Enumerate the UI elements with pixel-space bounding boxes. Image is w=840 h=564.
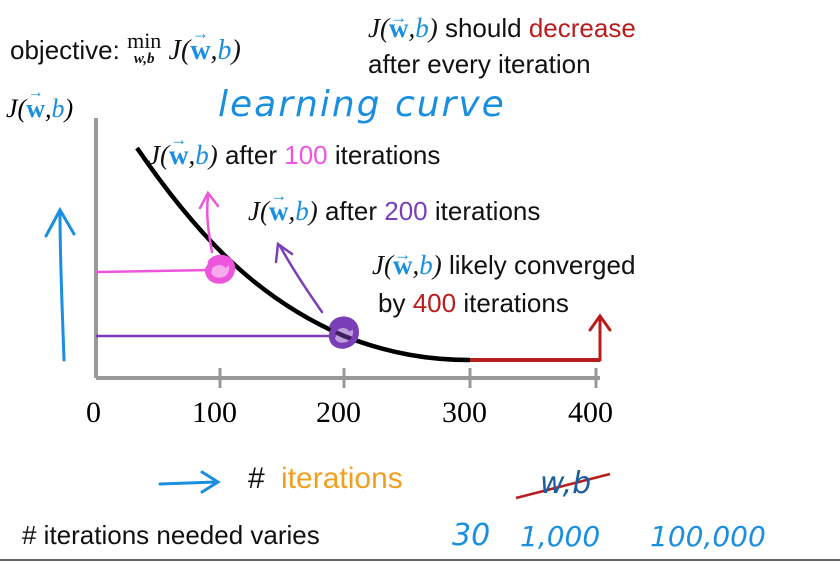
x-tick-label: 200 — [316, 396, 361, 429]
red-up-arrow — [588, 313, 612, 362]
iteration-count-1000: 1,000 — [520, 520, 601, 553]
purple-arrow — [274, 241, 324, 314]
annotation-100: J(w,b) after 100 iterations — [148, 140, 440, 171]
pink-level-line — [95, 268, 213, 274]
blue-right-arrow — [158, 470, 221, 494]
iterations-varies-label: # iterations needed varies — [22, 520, 320, 550]
strike-line — [515, 472, 611, 500]
x-tick-label: 100 — [192, 396, 237, 429]
crossed-wb: w,b — [540, 466, 592, 501]
objective-label: objective: — [10, 35, 120, 65]
learning-curve-title: learning curve — [218, 84, 506, 125]
annotation-400: J(w,b) likely converged by 400 iteration… — [372, 246, 635, 322]
iteration-count-100000: 100,000 — [650, 520, 766, 553]
pink-arrow — [198, 190, 220, 254]
decrease-note: J(w,b) should decrease after every itera… — [368, 10, 636, 82]
decrease-word: decrease — [528, 13, 636, 43]
cost-curve — [135, 146, 471, 363]
objective-formula: objective: min w,b J(w,b) — [10, 30, 241, 67]
min-operator: min w,b — [127, 28, 162, 67]
iteration-count-30: 30 — [452, 518, 491, 553]
purple-marker — [328, 316, 360, 349]
x-tick-label: 400 — [568, 396, 613, 429]
y-axis-label: J(w,b) — [6, 94, 73, 124]
x-axis-label: # iterations — [248, 462, 403, 495]
objective-J: J(w,b) — [169, 35, 241, 66]
blue-up-arrow — [44, 206, 76, 362]
decrease-note-line2: after every iteration — [368, 49, 591, 79]
annotation-200: J(w,b) after 200 iterations — [248, 196, 540, 227]
x-tick-label: 300 — [442, 396, 487, 429]
x-tick-label: 0 — [86, 396, 101, 429]
pink-marker — [205, 254, 236, 284]
